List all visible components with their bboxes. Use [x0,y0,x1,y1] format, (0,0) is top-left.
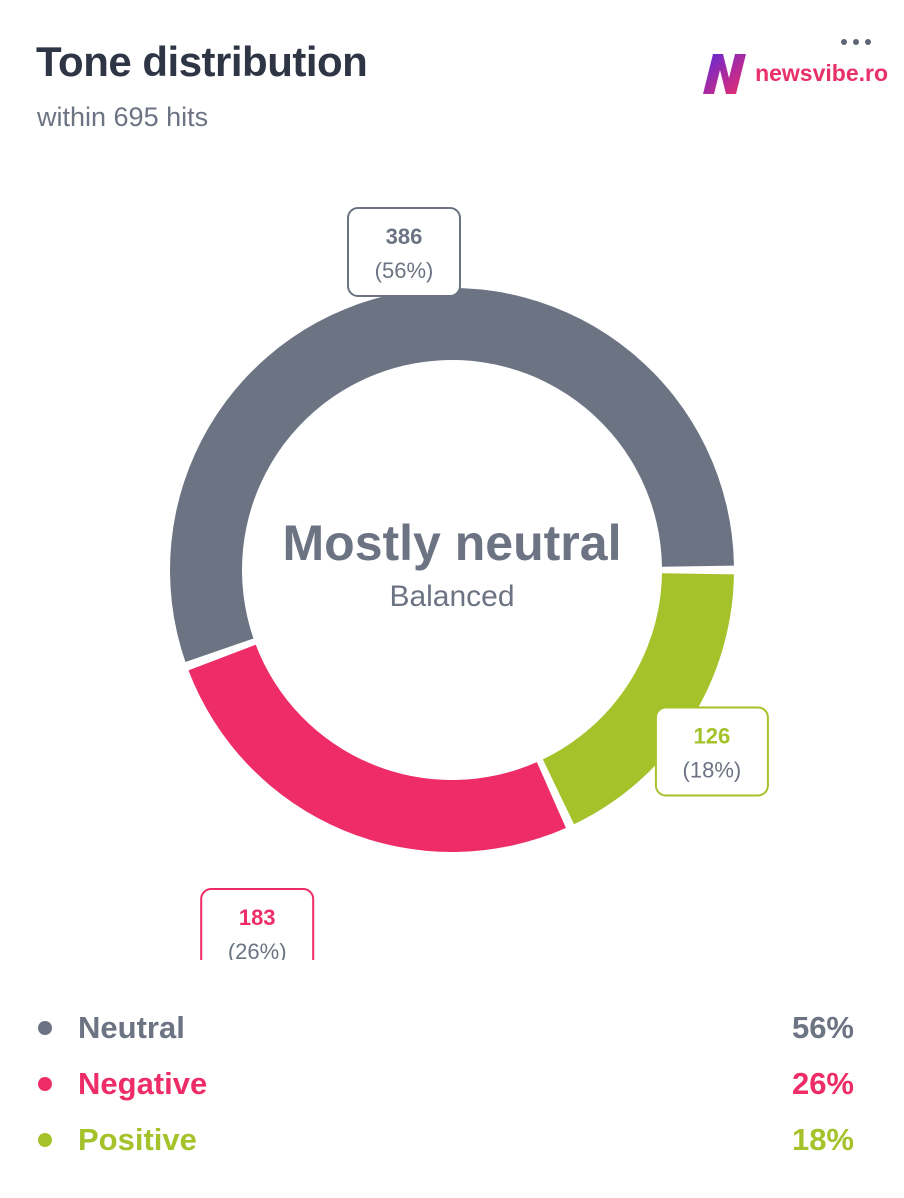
slice-positive[interactable] [542,573,734,825]
legend-value: 56% [791,1010,854,1045]
data-label-percent: (18%) [683,757,742,782]
legend-label: Positive [78,1122,197,1157]
more-dot [841,39,847,45]
brand-name: newsvibe.ro [755,59,888,86]
legend-label: Negative [78,1066,208,1101]
legend-value: 18% [791,1122,854,1157]
data-label-negative: 183 (26%) [200,888,315,960]
legend-dot-icon [38,1021,52,1035]
newsvibe-n-logo-icon [703,54,747,94]
brand-logo[interactable]: newsvibe.ro [699,50,888,96]
more-dot [865,39,871,45]
data-label-value: 386 [386,224,423,249]
more-options-icon[interactable] [834,30,878,54]
chart-subtitle: within 695 hits [37,102,209,132]
legend-item-negative[interactable]: Negative 26% [38,1056,854,1112]
center-subtitle: Balanced [389,580,514,613]
data-label-percent: (56%) [375,258,434,283]
data-label-value: 183 [239,905,276,930]
legend-value: 26% [791,1066,854,1101]
slice-neutral[interactable] [169,287,734,663]
data-label-box [654,706,769,797]
data-label-box [347,207,461,297]
legend-item-neutral[interactable]: Neutral 56% [38,1000,854,1056]
slice-negative[interactable] [188,644,566,852]
legend-dot-icon [38,1133,52,1147]
data-label-box [200,888,315,960]
legend-item-positive[interactable]: Positive 18% [38,1112,854,1168]
data-label-positive: 126 (18%) [654,706,769,797]
chart-legend: Neutral 56% Negative 26% Positive 18% [38,1000,854,1168]
data-label-percent: (26%) [228,939,287,960]
legend-dot-icon [38,1077,52,1091]
legend-label: Neutral [78,1010,185,1045]
more-dot [853,39,859,45]
tone-donut-chart: 386 (56%) 126 (18%) 183 (26%) Mostly neutral Ba… [169,207,769,960]
data-label-neutral: 386 (56%) [347,207,461,297]
chart-title: Tone distribution [36,38,368,85]
data-label-value: 126 [694,723,731,748]
center-title: Mostly neutral [283,515,622,571]
